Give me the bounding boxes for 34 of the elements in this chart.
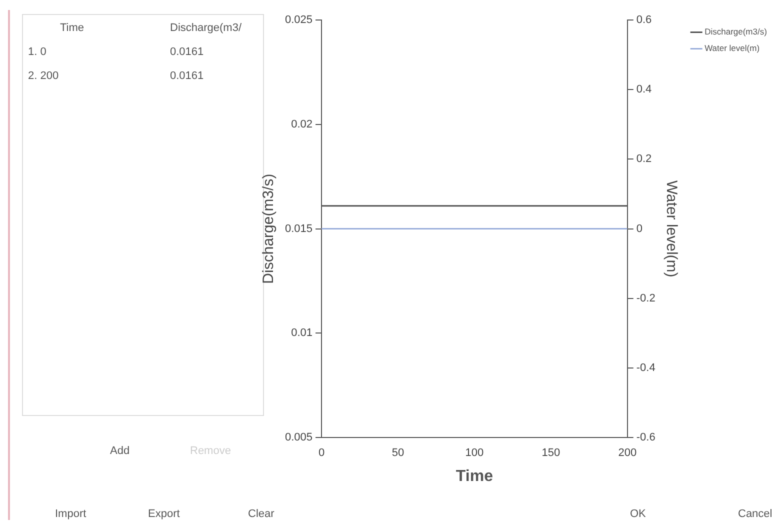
y2-tick-label: 0.4	[636, 84, 652, 96]
x-tick-label: 150	[542, 447, 560, 460]
text: Time	[60, 22, 84, 34]
y-tick-label: 0.025	[284, 14, 313, 26]
y-tick-label: 0.015	[284, 222, 313, 235]
legend-label: Water level(m)	[704, 43, 760, 54]
y2-tick-label: -0.4	[636, 362, 656, 374]
x-tick-label: 200	[618, 447, 637, 460]
legend-label: Discharge(m3/s)	[704, 26, 768, 37]
x-axis-title: Time	[456, 468, 494, 485]
y2-tick-label: 0	[636, 222, 643, 235]
y-tick-label: 0.02	[291, 118, 313, 130]
text: Export	[148, 508, 180, 520]
x-tick-label: 50	[392, 447, 404, 460]
text: Discharge(m3/	[170, 22, 242, 34]
y-axis-title: Discharge(m3/s)	[260, 174, 278, 284]
text: 1. 0	[28, 46, 46, 58]
text: Cancel	[738, 508, 772, 520]
x-tick-label: 100	[465, 447, 484, 460]
text: Clear	[248, 508, 274, 520]
text: Add	[110, 445, 130, 457]
text: Import	[55, 508, 86, 520]
y2-tick-label: -0.6	[636, 432, 656, 444]
x-tick-label: 0	[318, 447, 325, 460]
y2-axis-title: Water level(m)	[663, 180, 680, 278]
text: 0.0161	[170, 70, 204, 82]
text: OK	[630, 508, 646, 520]
y-tick-label: 0.01	[291, 327, 313, 340]
y-tick-label: 0.005	[284, 432, 313, 444]
y2-tick-label: -0.2	[636, 292, 656, 304]
text: 0.0161	[170, 46, 204, 58]
y2-tick-label: 0.6	[636, 14, 652, 26]
text: 2. 200	[28, 70, 59, 82]
y2-tick-label: 0.2	[636, 153, 652, 166]
